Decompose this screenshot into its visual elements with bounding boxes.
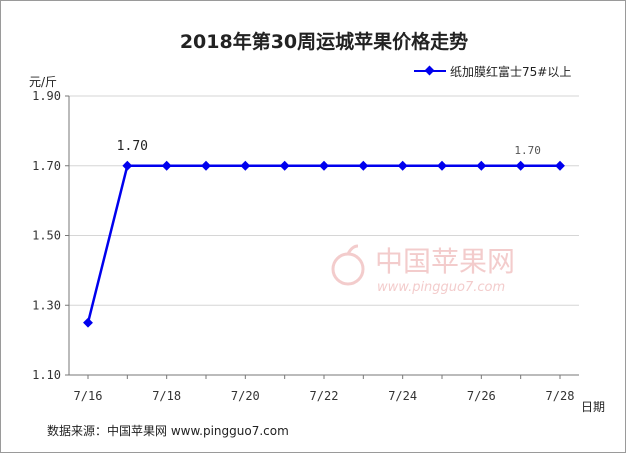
y-tick-label-3: 1.30 (32, 298, 61, 312)
watermark: 中国苹果网 www.pingguo7.com (331, 244, 515, 295)
axes: 1.90 1.70 1.50 1.30 1.10 7/16 7/18 7/20 7/22 7/24… (32, 89, 579, 403)
data-point-0-12 (555, 160, 565, 171)
y-axis-label: 元/斤 (29, 75, 57, 89)
x-tick-label-2: 7/20 (231, 389, 260, 403)
data-point-0-9 (437, 160, 447, 171)
data-point-0-0 (83, 317, 93, 328)
data-point-0-3 (201, 160, 211, 171)
data-point-0-10 (476, 160, 487, 171)
y-tick-label-0: 1.90 (32, 89, 61, 103)
data-label-0: 1.70 (117, 139, 148, 154)
y-tick-label-4: 1.10 (32, 368, 61, 382)
data-label-1: 1.70 (514, 144, 541, 157)
chart-title: 2018年第30周运城苹果价格走势 (180, 30, 468, 53)
data-point-0-1 (122, 160, 133, 171)
data-point-0-7 (358, 160, 369, 171)
data-point-0-4 (240, 160, 251, 171)
watermark-name: 中国苹果网 (375, 245, 515, 278)
watermark-url: www.pingguo7.com (377, 280, 505, 295)
x-tick-label-6: 7/28 (546, 389, 575, 403)
data-point-0-5 (279, 160, 290, 171)
legend-label: 纸加膜红富士75#以上 (450, 64, 571, 79)
series (83, 160, 565, 328)
x-tick-label-5: 7/26 (467, 389, 496, 403)
apple-leaf-icon (346, 244, 359, 255)
data-point-0-6 (319, 160, 329, 171)
y-tick-label-2: 1.50 (32, 229, 61, 243)
source-note: 数据来源：中国苹果网 www.pingguo7.com (47, 423, 289, 438)
legend: 纸加膜红富士75#以上 (414, 64, 571, 79)
x-axis-label: 日期 (581, 400, 605, 414)
data-point-0-2 (161, 160, 172, 171)
x-tick-label-1: 7/18 (152, 389, 181, 403)
legend-marker (424, 65, 435, 76)
x-tick-label-3: 7/22 (310, 389, 339, 403)
y-tick-label-1: 1.70 (32, 159, 61, 173)
x-tick-label-0: 7/16 (74, 389, 103, 403)
data-labels: 1.70 1.70 (117, 139, 541, 157)
data-point-0-8 (397, 160, 408, 171)
data-point-0-11 (515, 160, 526, 171)
apple-logo-icon (331, 252, 365, 286)
x-tick-label-4: 7/24 (388, 389, 417, 403)
